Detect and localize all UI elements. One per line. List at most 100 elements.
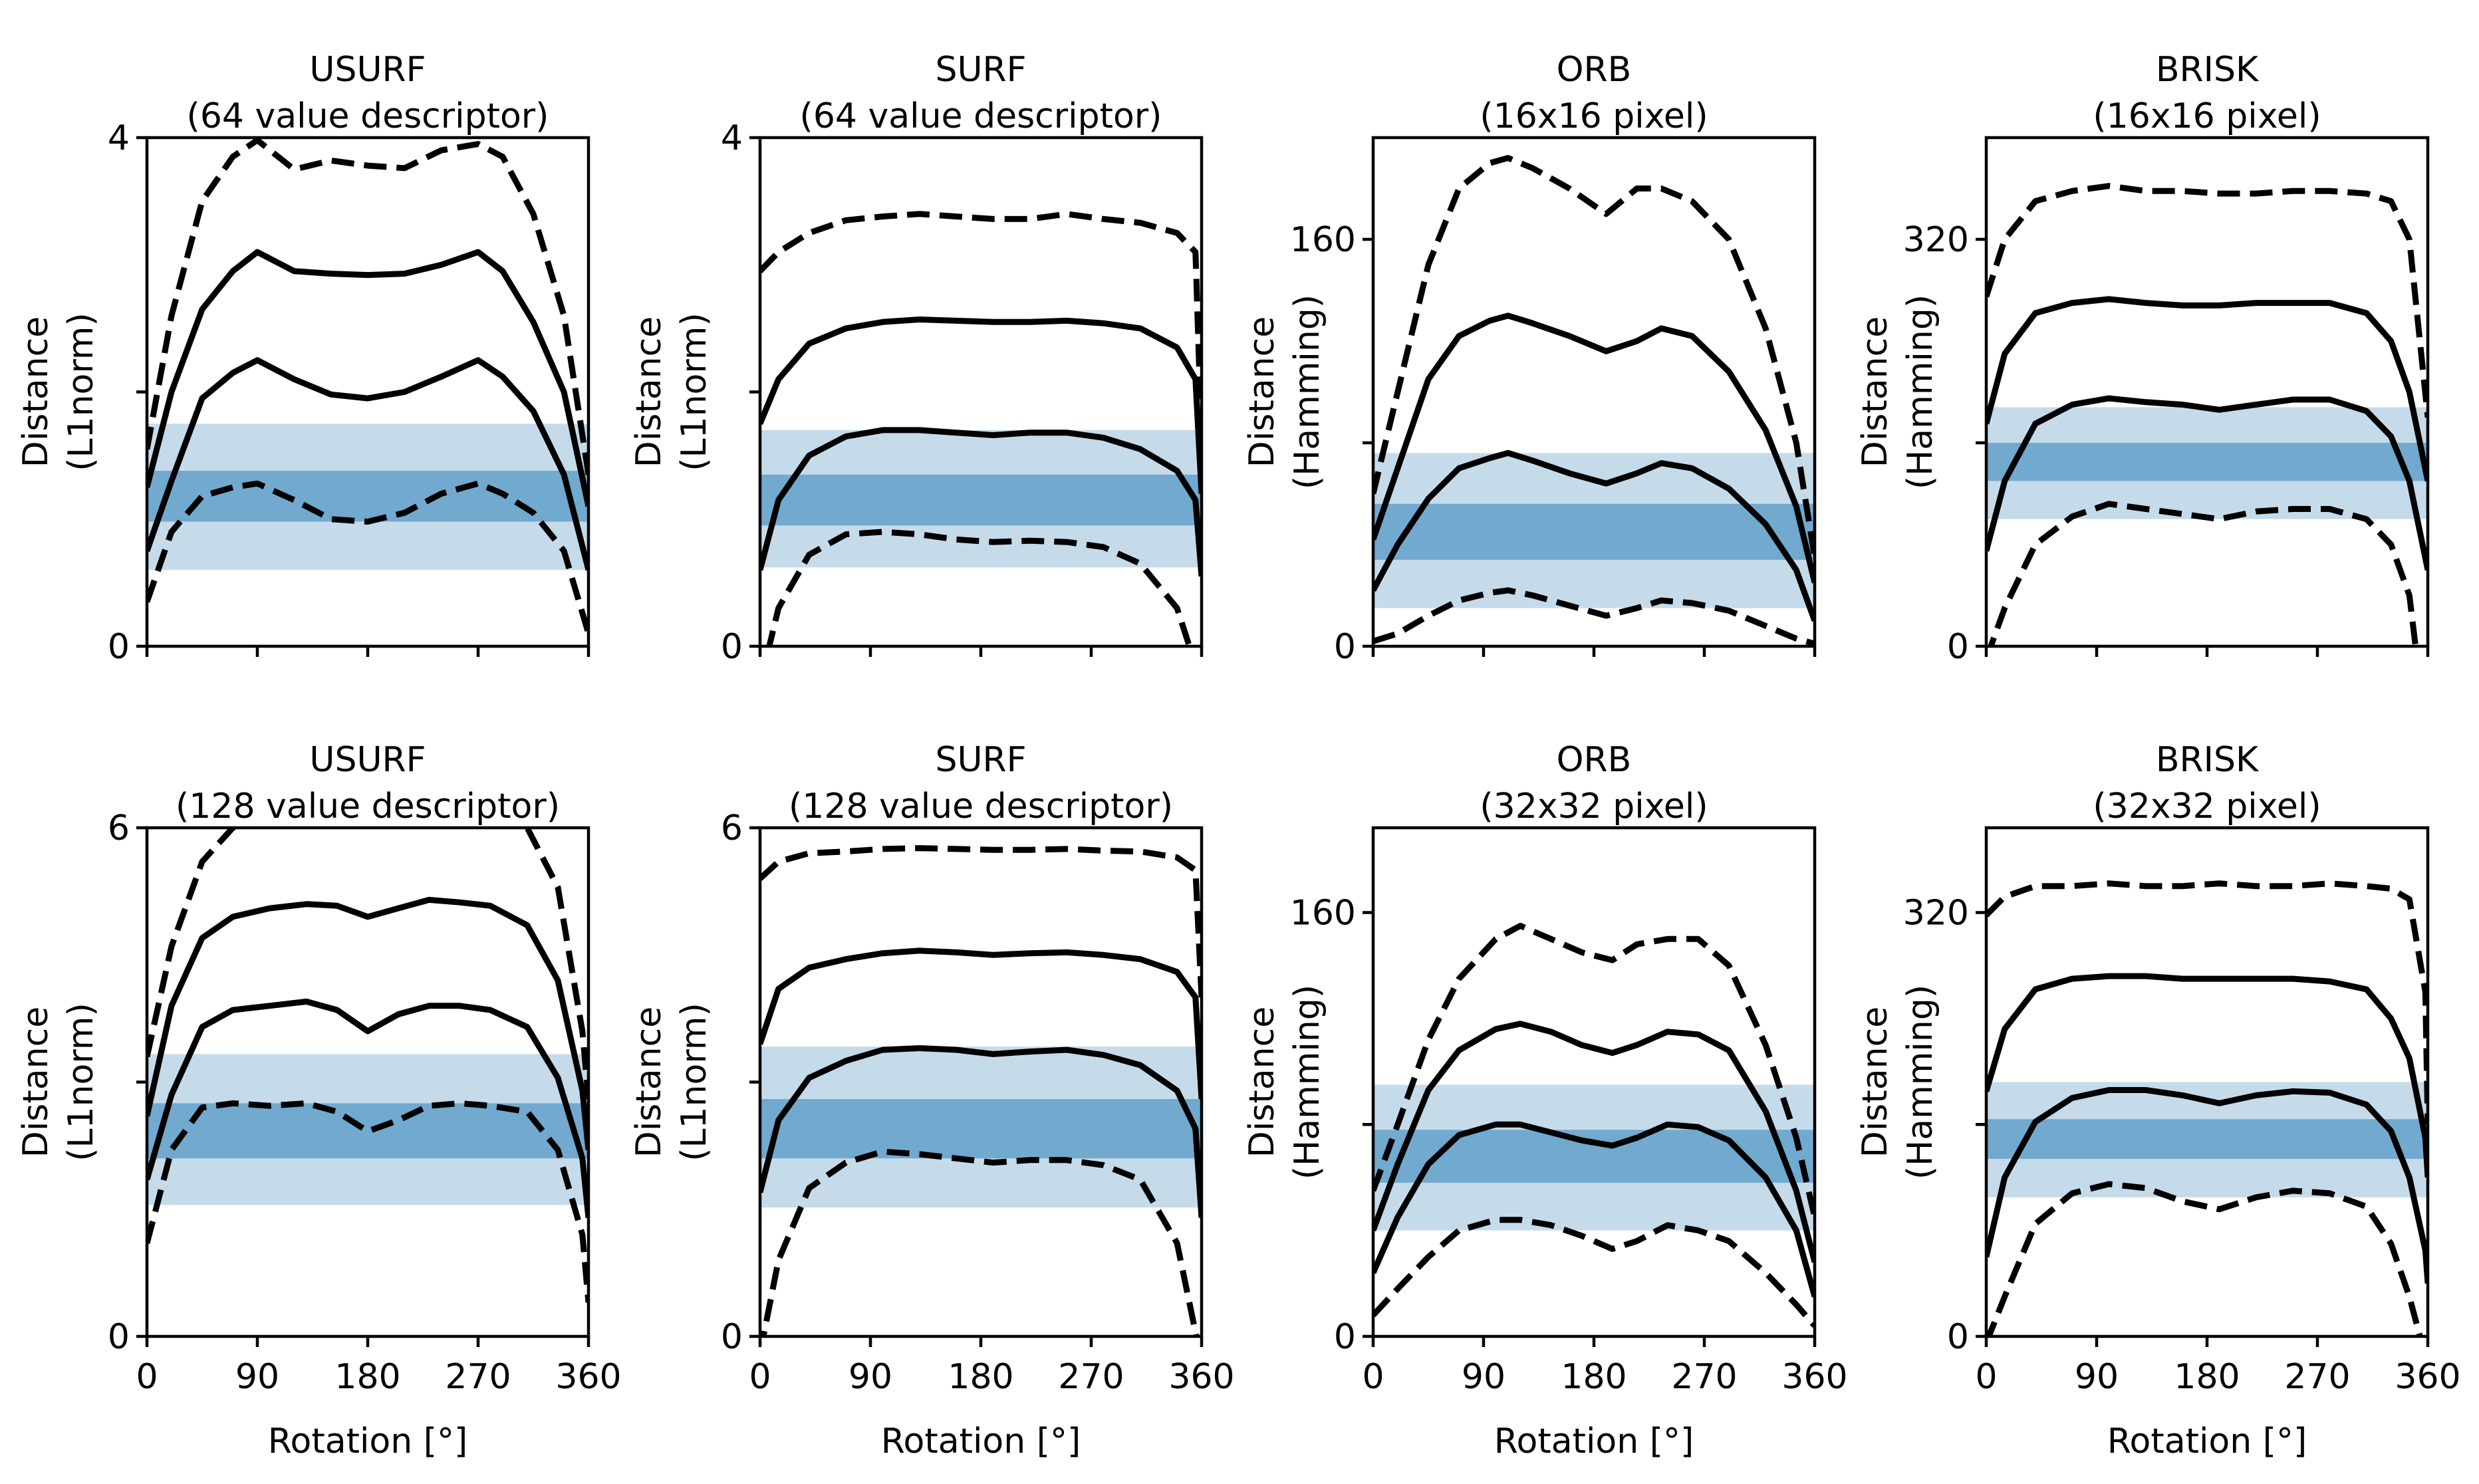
band-dark (1986, 1119, 2428, 1160)
y-tick-label: 0 (1334, 1317, 1356, 1357)
y-tick-label: 0 (721, 627, 743, 667)
x-tick-label: 270 (2284, 1357, 2350, 1397)
y-tick-label: 0 (1947, 1317, 1969, 1357)
x-tick-label: 360 (2395, 1357, 2460, 1397)
y-axis-label: Distance (Hamming) (1855, 985, 1940, 1179)
x-tick-label: 180 (334, 1357, 400, 1397)
series-upper-dashed (1986, 880, 2428, 1125)
x-tick-label: 90 (235, 1357, 279, 1397)
x-tick-label: 360 (1781, 1357, 1847, 1397)
panel-3: 0 160 ORB (16x16 pixel) Distance (Hamming) (1242, 50, 1817, 667)
x-axis-label: Rotation [°] (2107, 1422, 2307, 1461)
x-tick-label: 0 (1975, 1357, 1997, 1397)
panel-6: 0 90 180 270 360 0 6 SURF (128 value descriptor)… (629, 740, 1235, 1461)
series-lower-dashed (760, 1148, 1200, 1336)
series-upper-dashed (760, 845, 1202, 998)
x-axis-label: Rotation [°] (1494, 1422, 1694, 1461)
x-tick-label: 180 (948, 1357, 1013, 1397)
y-tick-label: 4 (108, 118, 130, 158)
panel-title: USURF (128 value descriptor) (176, 740, 560, 826)
series-lower-solid (147, 998, 588, 1218)
panel-2: 0 4 SURF (64 value descriptor) Distance (L1no… (629, 50, 1204, 667)
x-tick-label: 360 (555, 1357, 621, 1397)
band-dark (760, 474, 1202, 526)
panel-title: SURF (128 value descriptor) (789, 740, 1173, 826)
x-tick-label: 180 (2174, 1357, 2240, 1397)
series-upper-solid (1986, 296, 2428, 482)
band-dark (1986, 443, 2428, 481)
series-upper-solid (760, 316, 1202, 494)
y-axis-label: Distance (L1norm) (16, 312, 101, 471)
panel-7: 0 90 180 270 360 0 160 ORB (32x32 pixel) Distance… (1242, 740, 1848, 1461)
axes-frame (1984, 136, 2430, 648)
x-axis-label: Rotation [°] (881, 1422, 1081, 1461)
band-dark (1373, 503, 1815, 560)
series-lower-dashed (1988, 501, 2420, 646)
x-tick-label: 270 (445, 1357, 511, 1397)
y-tick-label: 0 (1947, 627, 1969, 667)
band-dark (147, 471, 588, 522)
series-upper-solid (147, 249, 588, 507)
series-upper-dashed (1986, 183, 2428, 418)
series-lower-dashed (1373, 587, 1815, 646)
band-dark (760, 1099, 1202, 1159)
band-dark (147, 1103, 588, 1159)
series-upper-solid (1986, 973, 2428, 1178)
y-tick-label: 0 (108, 1317, 130, 1357)
series-upper-solid (1373, 312, 1815, 584)
x-tick-label: 90 (2075, 1357, 2119, 1397)
x-tick-label: 0 (1362, 1357, 1384, 1397)
x-tick-label: 360 (1168, 1357, 1234, 1397)
panel-8: 0 90 180 270 360 0 320 BRISK (32x32 pixel) Distan… (1855, 740, 2461, 1461)
x-tick-label: 90 (848, 1357, 892, 1397)
panel-4: 0 320 BRISK (16x16 pixel) Distance (Hamming) (1855, 50, 2430, 667)
series-upper-dashed (1373, 922, 1815, 1218)
series-lower-dashed (1986, 1181, 2423, 1336)
panel-title: BRISK (32x32 pixel) (2093, 740, 2321, 826)
series-lower-dashed (147, 1100, 588, 1303)
series-upper-dashed (760, 211, 1202, 443)
panel-title: ORB (32x32 pixel) (1480, 740, 1708, 826)
panel-5: 0 90 180 270 360 0 6 USURF (128 value descriptor… (16, 740, 622, 1461)
y-tick-label: 160 (1290, 894, 1356, 933)
panel-1: 0 4 USURF (64 value descriptor) Distance (L1n… (16, 50, 590, 667)
series-lower-solid (760, 427, 1202, 577)
y-tick-label: 320 (1903, 894, 1969, 933)
series-lower-dashed (766, 529, 1193, 646)
series-lower-solid (1373, 449, 1815, 622)
y-tick-label: 6 (721, 808, 743, 848)
series-upper-solid (147, 896, 588, 1150)
series-lower-solid (1986, 1087, 2428, 1284)
series-upper-solid (760, 947, 1202, 1100)
y-tick-label: 4 (721, 118, 743, 158)
y-axis-label: Distance (L1norm) (629, 1003, 714, 1162)
panel-title: SURF (64 value descriptor) (800, 50, 1162, 136)
y-tick-label: 320 (1903, 220, 1969, 260)
y-axis-label: Distance (L1norm) (16, 1003, 101, 1162)
x-tick-label: 90 (1462, 1357, 1505, 1397)
panel-title: USURF (64 value descriptor) (187, 50, 549, 136)
y-axis-label: Distance (Hamming) (1242, 295, 1327, 489)
series-lower-solid (147, 357, 588, 571)
series-lower-solid (1373, 1121, 1815, 1298)
y-tick-label: 0 (1334, 627, 1356, 667)
series-lower-dashed (147, 480, 588, 635)
y-tick-label: 0 (721, 1317, 743, 1357)
series-upper-dashed (147, 138, 588, 475)
series-lower-solid (1986, 395, 2428, 571)
axes-frame (758, 136, 1204, 648)
y-axis-label: Distance (Hamming) (1855, 295, 1940, 489)
x-tick-label: 0 (136, 1357, 158, 1397)
x-axis-label: Rotation [°] (268, 1422, 468, 1461)
x-tick-label: 270 (1671, 1357, 1737, 1397)
y-axis-label: Distance (L1norm) (629, 312, 714, 471)
y-tick-label: 6 (108, 808, 130, 848)
panel-title: ORB (16x16 pixel) (1480, 50, 1708, 136)
panel-title: BRISK (16x16 pixel) (2093, 50, 2321, 136)
y-axis-label: Distance (Hamming) (1242, 985, 1327, 1179)
x-tick-label: 270 (1058, 1357, 1124, 1397)
series-upper-solid (1373, 1021, 1815, 1263)
y-tick-label: 160 (1290, 220, 1356, 260)
series-upper-dashed (1373, 155, 1815, 558)
